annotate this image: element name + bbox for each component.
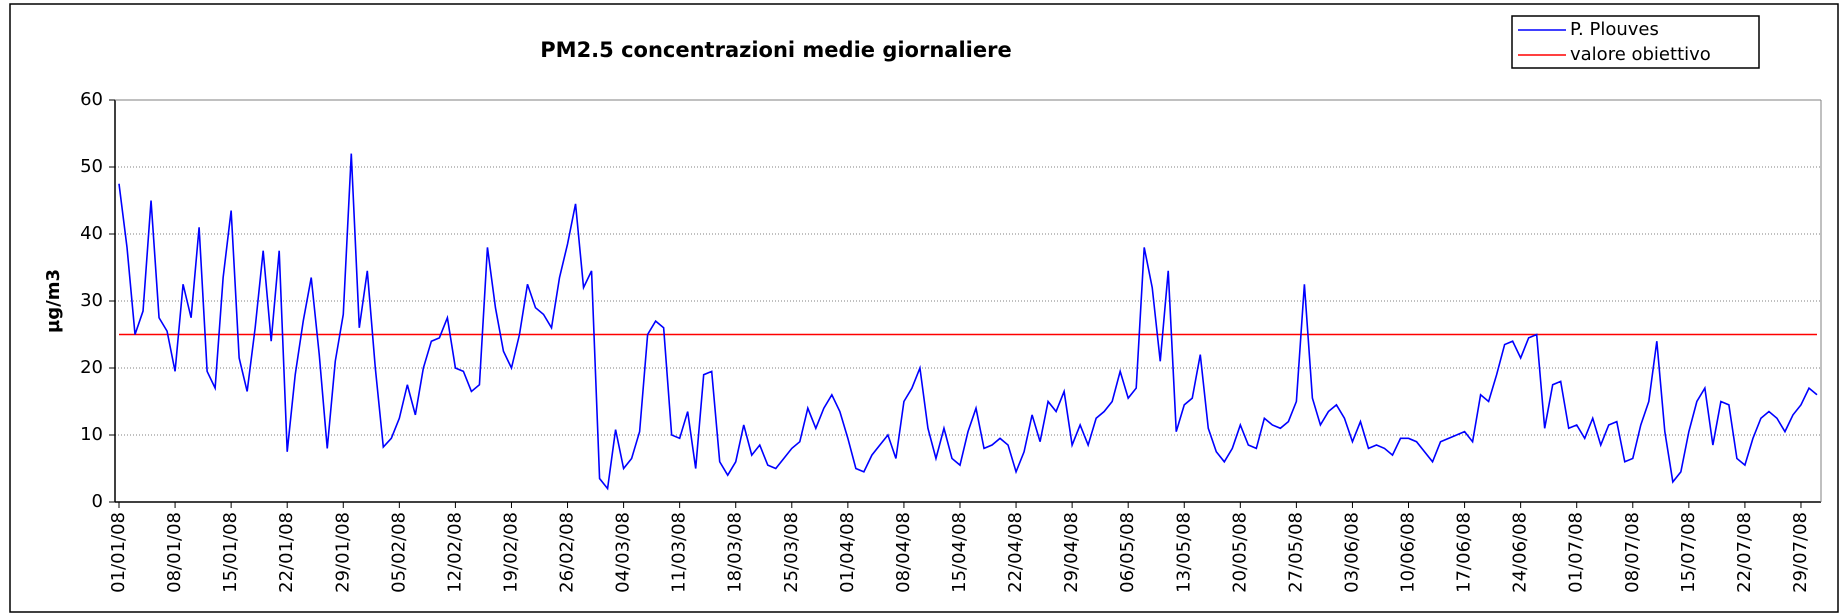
x-tick-label: 17/06/08	[1454, 512, 1475, 593]
y-tick-label: 0	[92, 491, 103, 512]
legend-label: P. Plouves	[1570, 19, 1659, 40]
x-tick-label: 08/07/08	[1622, 512, 1643, 593]
x-tick-label: 25/03/08	[781, 512, 802, 593]
x-tick-label: 10/06/08	[1398, 512, 1419, 593]
legend-box	[1511, 15, 1760, 69]
x-tick-label: 13/05/08	[1173, 512, 1194, 593]
x-tick-label: 29/07/08	[1790, 512, 1811, 593]
data-line	[118, 153, 1818, 491]
y-tick-label: 40	[80, 223, 103, 244]
y-tick-label: 10	[80, 424, 103, 445]
x-tick-label: 22/04/08	[1005, 512, 1026, 593]
y-tick-label: 30	[80, 290, 103, 311]
x-tick-label: 01/07/08	[1566, 512, 1587, 593]
x-tick-label: 19/02/08	[500, 512, 521, 593]
legend	[1511, 15, 1760, 69]
x-tick-label: 27/05/08	[1285, 512, 1306, 593]
x-tick-label: 15/01/08	[220, 512, 241, 593]
x-tick-label: 29/01/08	[332, 512, 353, 593]
x-tick-label: 24/06/08	[1510, 512, 1531, 593]
x-tick-label: 05/02/08	[388, 512, 409, 593]
y-tick-label: 50	[80, 156, 103, 177]
x-tick-label: 08/04/08	[893, 512, 914, 593]
x-tick-label: 01/04/08	[837, 512, 858, 593]
x-tick-label: 15/07/08	[1678, 512, 1699, 593]
x-tick-label: 26/02/08	[557, 512, 578, 593]
y-tick-label: 20	[80, 357, 103, 378]
chart-title: PM2.5 concentrazioni medie giornaliere	[540, 38, 1011, 62]
y-axis-label: µg/m3	[43, 269, 64, 333]
x-tick-label: 29/04/08	[1061, 512, 1082, 593]
legend-label: valore obiettivo	[1570, 44, 1711, 65]
x-tick-label: 04/03/08	[613, 512, 634, 593]
x-tick-label: 22/07/08	[1734, 512, 1755, 593]
x-tick-label: 03/06/08	[1341, 512, 1362, 593]
x-tick-label: 22/01/08	[276, 512, 297, 593]
x-tick-label: 18/03/08	[725, 512, 746, 593]
x-tick-label: 06/05/08	[1117, 512, 1138, 593]
x-tick-label: 11/03/08	[669, 512, 690, 593]
x-tick-label: 12/02/08	[444, 512, 465, 593]
x-tick-label: 15/04/08	[949, 512, 970, 593]
y-tick-label: 60	[80, 89, 103, 110]
x-tick-label: 08/01/08	[164, 512, 185, 593]
x-tick-label: 01/01/08	[108, 512, 129, 593]
x-tick-label: 20/05/08	[1229, 512, 1250, 593]
